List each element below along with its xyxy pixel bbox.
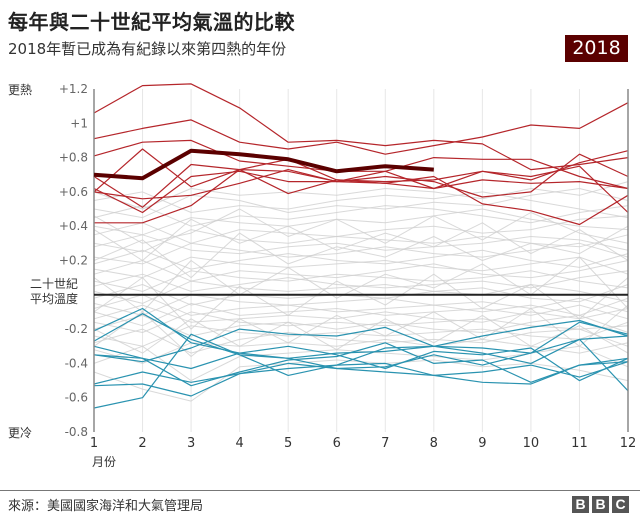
other-year-line: [93, 273, 629, 330]
y-tick-label: -0.2: [65, 322, 88, 336]
x-tick-label: 7: [381, 436, 389, 451]
x-tick-label: 4: [235, 436, 243, 451]
warm-year-line: [93, 102, 629, 155]
other-year-line: [93, 345, 629, 382]
other-year-line: [93, 249, 629, 270]
other-year-line: [93, 218, 629, 261]
y-tick-label: +0.6: [59, 185, 88, 199]
warm-years-lines: [93, 83, 629, 226]
other-year-line: [93, 208, 629, 244]
other-year-line: [93, 302, 629, 327]
cold-year-line: [93, 338, 629, 397]
colder-label: 更冷: [8, 426, 32, 440]
other-year-line: [93, 256, 629, 313]
warm-year-line: [93, 83, 629, 171]
other-year-line: [93, 284, 629, 306]
bbc-logo: B B C: [572, 496, 629, 513]
y-tick-label: +0.4: [59, 219, 88, 233]
other-year-line: [93, 208, 629, 236]
y-tick-label: -0.4: [65, 356, 88, 370]
warm-year-line: [93, 165, 629, 213]
cold-year-line: [93, 313, 629, 376]
y-tick-label: +0.2: [59, 254, 88, 268]
highlight-line: [93, 148, 434, 181]
other-year-line: [93, 234, 629, 255]
other-year-line: [93, 294, 629, 316]
x-tick-label: 5: [284, 436, 292, 451]
cold-year-line: [93, 326, 629, 364]
source-text: 來源：美國國家海洋和大氣管理局: [8, 499, 204, 514]
x-tick-label: 3: [187, 436, 195, 451]
x-tick-label: 10: [523, 436, 540, 451]
x-tick-label: 8: [430, 436, 438, 451]
warm-year-line: [93, 150, 629, 208]
y-tick-label: -0.8: [65, 425, 88, 439]
y-tick-label: +1.2: [59, 82, 88, 96]
cold-year-line: [93, 361, 629, 385]
other-year-line: [93, 314, 629, 354]
other-year-line: [93, 188, 629, 219]
y-tick-label: +0.8: [59, 151, 88, 165]
other-year-line: [93, 270, 629, 292]
x-tick-label: 9: [478, 436, 486, 451]
x-tick-label: 1: [90, 436, 98, 451]
chart-title: 每年與二十世紀平均氣溫的比較: [8, 10, 295, 34]
other-year-line: [93, 304, 629, 357]
warm-year-line: [94, 169, 629, 226]
cold-year-line: [93, 333, 629, 409]
other-year-line: [93, 205, 629, 227]
baseline-label-2: 平均溫度: [30, 291, 78, 306]
x-tick-label: 11: [571, 436, 588, 451]
x-tick-label: 6: [333, 436, 341, 451]
warm-year-line: [93, 148, 629, 198]
other-year-line: [93, 229, 629, 253]
footer-divider: [0, 490, 640, 491]
axes: 1 2 3 4 5 6 7 8 9 10 11 12+1.2+1+0.8+0.6+0.4+0.2-0.…: [59, 82, 636, 451]
cold-year-line: [93, 307, 629, 359]
other-year-line: [93, 215, 629, 244]
line-chart: 1 2 3 4 5 6 7 8 9 10 11 12+1.2+1+0.8+0.6+0.4+0.2-0.…: [8, 82, 636, 469]
warmer-label: 更熱: [8, 83, 32, 97]
bbc-logo-b2: B: [592, 496, 609, 513]
other-year-line: [93, 260, 629, 282]
other-year-line: [93, 181, 629, 210]
other-year-line: [93, 225, 629, 279]
y-tick-label: -0.6: [65, 391, 88, 405]
other-year-line: [93, 256, 629, 279]
other-year-line: [93, 304, 629, 323]
bbc-logo-c: C: [612, 496, 629, 513]
cold-years-lines: [93, 307, 629, 409]
x-tick-label: 2: [138, 436, 146, 451]
warm-year-line: [93, 170, 629, 214]
y-tick-label: +1: [70, 116, 88, 130]
other-year-line: [93, 359, 629, 402]
line-2018: [93, 148, 434, 181]
chart-subtitle: 2018年暫已成為有紀錄以來第四熱的年份: [8, 40, 287, 58]
x-axis-label: 月份: [92, 455, 116, 469]
warm-year-line: [93, 139, 629, 190]
cold-year-line: [93, 345, 629, 382]
baseline-label-1: 二十世紀: [30, 277, 78, 291]
x-tick-label: 12: [620, 436, 637, 451]
year-badge: 2018: [565, 35, 628, 62]
bbc-logo-b1: B: [572, 496, 589, 513]
